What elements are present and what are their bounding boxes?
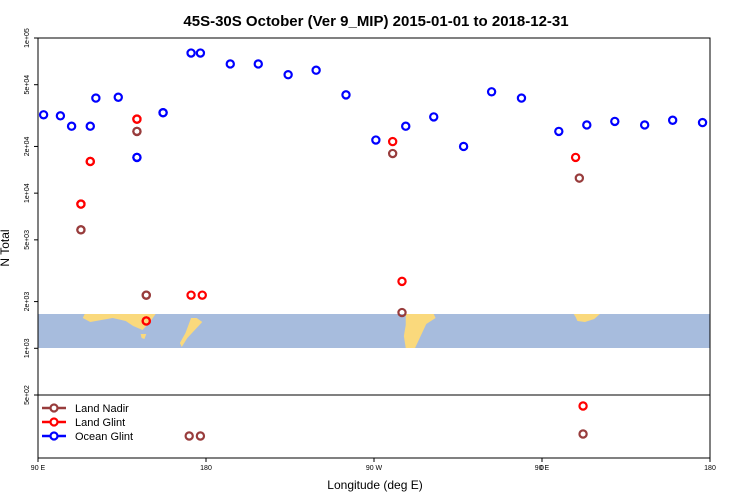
data-point: [397, 276, 407, 287]
chart-title: 45S-30S October (Ver 9_MIP) 2015-01-01 t…: [183, 13, 568, 30]
legend-label: Land Glint: [75, 417, 125, 429]
data-point: [225, 59, 235, 69]
data-point: [283, 70, 293, 80]
data-point: [578, 429, 588, 439]
ticks-layer: 90 E 180 90 W 090 E 1805e+021e+032e+035e+031…: [24, 28, 716, 472]
data-point: [158, 108, 168, 118]
data-point: [429, 112, 439, 122]
data-point: [76, 199, 86, 209]
y-tick-label: 2e+04: [24, 137, 31, 157]
data-point: [610, 116, 620, 127]
data-point: [195, 431, 206, 441]
x-tick-label: 180: [200, 465, 212, 472]
data-point: [341, 90, 351, 100]
data-point: [397, 307, 407, 318]
legend-label: Ocean Glint: [75, 431, 133, 443]
data-point: [76, 225, 86, 235]
data-point: [186, 290, 196, 300]
data-point: [401, 121, 411, 131]
data-point: [85, 156, 95, 167]
x-tick-label: 0: [540, 465, 544, 472]
x-tick-label: 90 E: [31, 465, 46, 472]
data-point: [371, 135, 381, 145]
data-point: [486, 87, 497, 97]
data-point: [197, 290, 207, 300]
x-tick-label: 90 W: [366, 465, 383, 472]
data-point: [195, 48, 206, 58]
data-point: [253, 59, 263, 69]
data-point: [141, 290, 151, 300]
legend-label: Land Nadir: [75, 403, 129, 415]
data-point: [91, 93, 101, 103]
legend-marker: [49, 403, 59, 413]
y-tick-label: 1e+05: [24, 28, 31, 48]
data-point: [387, 136, 398, 147]
data-point: [85, 121, 95, 131]
land-new-zealand: [179, 318, 203, 347]
y-tick-label: 1e+04: [24, 183, 31, 203]
y-tick-label: 5e+04: [24, 75, 31, 95]
data-point: [574, 173, 585, 183]
data-point: [697, 117, 708, 128]
data-point: [184, 431, 194, 441]
data-point: [667, 115, 678, 125]
map-band: [38, 314, 710, 348]
data-point: [387, 148, 398, 159]
legend-marker: [49, 417, 59, 427]
x-tick-label: 180: [704, 465, 716, 472]
data-point: [113, 92, 123, 102]
data-point: [516, 93, 527, 103]
points-layer: [38, 48, 708, 441]
data-point: [311, 65, 321, 75]
data-point: [458, 141, 469, 152]
data-point: [554, 126, 564, 137]
x-axis-label: Longitude (deg E): [327, 478, 422, 492]
x-tick-label: 90 E: [535, 465, 550, 472]
data-point: [141, 316, 151, 326]
data-point: [578, 401, 588, 411]
data-point: [639, 120, 650, 130]
data-point: [570, 152, 581, 163]
data-point: [132, 126, 142, 137]
data-point: [186, 48, 196, 58]
data-point: [55, 111, 66, 121]
data-point: [132, 114, 142, 124]
land-africa: [573, 314, 600, 322]
data-point: [582, 120, 592, 130]
data-point: [38, 110, 49, 120]
land-australia: [140, 334, 147, 339]
y-tick-label: 2e+03: [24, 292, 31, 312]
y-tick-label: 1e+03: [24, 338, 31, 358]
data-point: [66, 121, 77, 131]
legend: Land Nadir Land Glint Ocean Glint: [42, 403, 133, 443]
y-axis-label: N Total: [0, 229, 12, 266]
land-south-america: [403, 314, 436, 348]
land-australia: [82, 314, 156, 330]
y-tick-label: 5e+02: [24, 385, 31, 405]
data-point: [132, 152, 142, 163]
legend-marker: [49, 431, 59, 441]
y-tick-label: 5e+03: [24, 230, 31, 250]
